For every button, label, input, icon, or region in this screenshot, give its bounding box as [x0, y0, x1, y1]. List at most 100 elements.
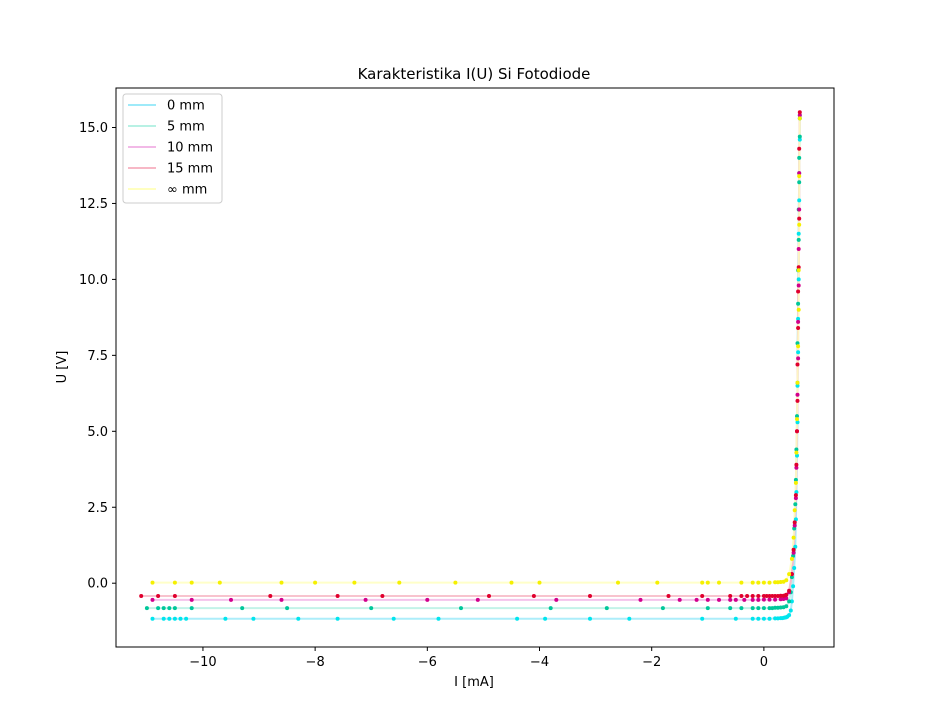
data-point-4	[189, 580, 194, 585]
data-point-4	[279, 580, 284, 585]
data-point-1	[795, 414, 799, 419]
data-point-4	[756, 580, 761, 585]
data-point-0	[184, 616, 189, 621]
data-point-3	[794, 462, 799, 467]
data-point-0	[178, 616, 183, 621]
data-point-0	[773, 616, 778, 621]
data-point-2	[797, 113, 802, 118]
data-point-2	[279, 597, 284, 602]
data-point-4	[700, 580, 705, 585]
data-point-1	[548, 606, 553, 611]
data-point-2	[189, 597, 194, 602]
data-point-3	[728, 594, 733, 598]
data-point-1	[156, 606, 161, 611]
data-point-1	[459, 606, 463, 611]
data-point-4	[537, 580, 542, 585]
y-tick-label: 0.0	[87, 577, 108, 592]
data-point-1	[773, 605, 778, 610]
data-point-0	[797, 198, 802, 203]
data-point-4	[794, 450, 799, 455]
data-point-4	[773, 580, 778, 585]
data-point-0	[794, 490, 799, 495]
x-tick-label: −10	[189, 655, 216, 670]
data-point-2	[795, 392, 800, 397]
data-point-1	[792, 526, 797, 531]
data-point-1	[172, 606, 177, 611]
data-point-4	[150, 580, 155, 585]
data-point-4	[793, 480, 798, 485]
x-tick-label: −2	[642, 655, 661, 670]
data-point-0	[761, 616, 766, 621]
data-point-2	[784, 596, 789, 601]
data-point-1	[791, 553, 796, 558]
data-point-2	[677, 597, 682, 602]
plot-area	[115, 87, 835, 648]
data-point-2	[791, 550, 796, 555]
data-point-4	[397, 580, 402, 585]
data-point-2	[796, 356, 801, 361]
data-point-0	[251, 616, 256, 621]
data-point-1	[761, 606, 766, 611]
data-point-2	[793, 496, 798, 501]
data-point-4	[797, 116, 802, 121]
data-point-2	[733, 597, 738, 602]
y-axis: 0.0 2.5 5.0 7.5 10.0 12.5 15.0	[79, 121, 116, 592]
data-point-4	[796, 268, 801, 273]
data-point-3	[335, 594, 340, 598]
data-point-4	[739, 580, 744, 585]
x-tick-label: 0	[760, 655, 768, 670]
data-point-4	[784, 578, 789, 583]
data-point-1	[793, 502, 798, 507]
data-point-3	[531, 594, 536, 598]
data-point-4	[172, 580, 177, 585]
data-point-2	[794, 465, 799, 470]
data-point-0	[792, 566, 797, 570]
data-point-0	[788, 608, 793, 613]
data-point-3	[795, 398, 800, 403]
data-point-3	[796, 265, 801, 270]
data-point-2	[761, 597, 766, 602]
data-point-2	[638, 597, 643, 602]
data-point-4	[795, 417, 799, 422]
legend: 0 mm 5 mm 10 mm 15 mm ∞ mm	[122, 93, 223, 204]
data-point-2	[797, 171, 802, 176]
data-point-1	[756, 606, 761, 611]
data-point-3	[789, 572, 794, 577]
data-point-3	[139, 594, 144, 598]
data-point-0	[756, 616, 761, 621]
data-point-0	[797, 137, 802, 142]
x-axis: −10 −8 −6 −4 −2 0	[189, 647, 768, 670]
data-point-2	[797, 207, 802, 212]
data-point-2	[717, 597, 721, 602]
x-tick-label: −4	[530, 655, 549, 670]
data-point-3	[770, 594, 775, 598]
data-point-4	[705, 580, 710, 585]
data-point-0	[750, 616, 755, 621]
data-point-0	[515, 616, 520, 621]
data-point-1	[728, 606, 733, 611]
data-point-1	[789, 575, 794, 580]
data-point-0	[796, 231, 801, 236]
data-point-3	[750, 594, 755, 598]
data-point-0	[335, 616, 340, 621]
data-point-4	[767, 580, 772, 585]
data-point-4	[453, 580, 458, 585]
data-point-2	[742, 597, 747, 602]
legend-label: 15 mm	[167, 162, 213, 177]
data-point-4	[717, 580, 721, 585]
x-axis-label: I [mA]	[454, 675, 494, 690]
y-tick-label: 7.5	[87, 349, 108, 364]
data-point-3	[156, 594, 161, 598]
data-point-3	[588, 594, 592, 598]
data-point-4	[761, 580, 766, 585]
data-point-2	[773, 597, 778, 602]
data-point-1	[739, 606, 744, 611]
data-point-4	[217, 580, 222, 585]
data-point-2	[756, 597, 761, 602]
data-point-3	[796, 289, 801, 294]
data-point-1	[796, 237, 801, 242]
data-point-2	[750, 597, 755, 602]
data-point-3	[739, 594, 744, 598]
data-point-3	[666, 594, 671, 598]
